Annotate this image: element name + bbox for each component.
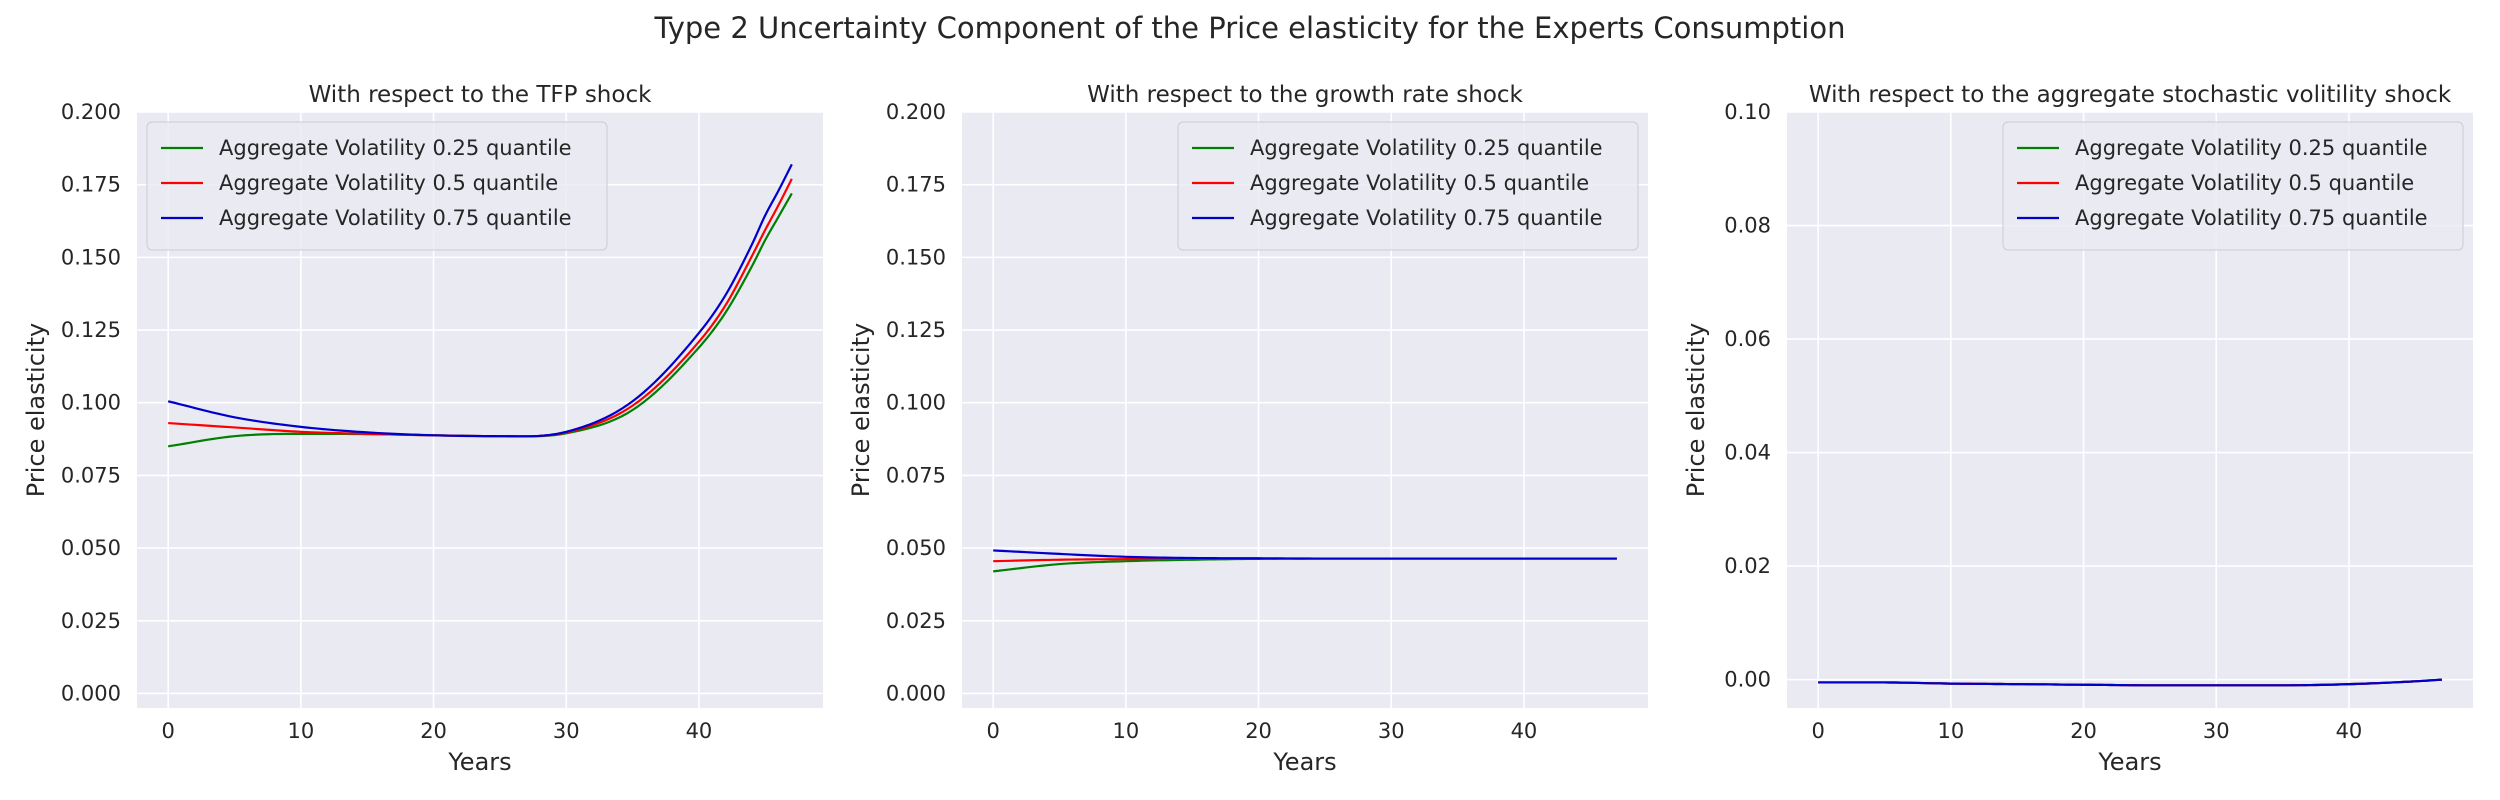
legend-entry: Aggregate Volatility 0.5 quantile [2075, 171, 2414, 195]
legend-entry: Aggregate Volatility 0.5 quantile [1250, 171, 1589, 195]
y-tick-label: 0.200 [886, 100, 946, 124]
legend-box [146, 121, 608, 251]
y-tick-label: 0.150 [886, 245, 946, 269]
series-line [1818, 678, 2442, 687]
y-tick-label: 0.050 [886, 536, 946, 560]
x-tick-label: 20 [1245, 719, 1272, 743]
y-tick-label: 0.200 [61, 100, 121, 124]
y-tick-label: 0.02 [1724, 554, 1771, 578]
x-tick-label: 20 [2070, 719, 2097, 743]
y-tick-label: 0.075 [886, 463, 946, 487]
y-tick-label: 0.025 [61, 609, 121, 633]
y-tick-label: 0.100 [886, 391, 946, 415]
series-line [168, 192, 793, 448]
y-tick-label: 0.10 [1724, 100, 1771, 124]
y-tick-label: 0.175 [886, 173, 946, 197]
y-axis-label: Price elasticity [1682, 323, 1710, 497]
y-tick-label: 0.025 [886, 609, 946, 633]
x-tick-label: 10 [1938, 719, 1965, 743]
y-tick-label: 0.000 [886, 681, 946, 705]
x-tick-label: 0 [161, 719, 174, 743]
series-line [168, 178, 793, 438]
series-line [167, 163, 793, 438]
y-tick-label: 0.000 [61, 681, 121, 705]
legend-entry: Aggregate Volatility 0.5 quantile [219, 171, 558, 195]
x-tick-label: 10 [1113, 719, 1140, 743]
x-tick-label: 40 [686, 719, 713, 743]
x-axis-label: Years [447, 748, 511, 776]
panel-volatility-shock: 0.00 0.02 0.04 0.06 0.08 0.10 0 10 20 30 40 Aggrega… [1682, 82, 2473, 776]
x-axis-label: Years [2097, 748, 2161, 776]
y-tick-label: 0.06 [1724, 327, 1771, 351]
panel-title: With respect to the growth rate shock [1087, 82, 1523, 108]
legend-box [2002, 121, 2464, 251]
y-tick-label: 0.075 [61, 463, 121, 487]
panel-title: With respect to the aggregate stochastic… [1809, 82, 2452, 108]
legend-entry: Aggregate Volatility 0.75 quantile [2075, 206, 2428, 230]
panel-tfp-shock: 0.000 0.025 0.050 0.075 0.100 0.125 0.150 0.175… [22, 82, 823, 776]
legend-entry: Aggregate Volatility 0.25 quantile [1250, 136, 1603, 160]
x-tick-label: 0 [986, 719, 999, 743]
y-tick-label: 0.125 [61, 318, 121, 342]
x-tick-label: 10 [288, 719, 315, 743]
series-line [993, 549, 1617, 560]
y-tick-label: 0.08 [1724, 214, 1771, 238]
y-tick-label: 0.00 [1724, 668, 1771, 692]
x-tick-label: 40 [2336, 719, 2363, 743]
legend: Aggregate Volatility 0.25 quantile Aggreg… [2002, 121, 2464, 251]
legend-entry: Aggregate Volatility 0.25 quantile [2075, 136, 2428, 160]
y-tick-label: 0.150 [61, 245, 121, 269]
y-tick-label: 0.100 [61, 391, 121, 415]
y-axis-label: Price elasticity [22, 323, 50, 497]
x-tick-label: 40 [1511, 719, 1538, 743]
x-tick-label: 30 [553, 719, 580, 743]
y-axis-label: Price elasticity [847, 323, 875, 497]
legend-entry: Aggregate Volatility 0.75 quantile [1250, 206, 1603, 230]
legend: Aggregate Volatility 0.25 quantile Aggreg… [1177, 121, 1639, 251]
figure-title: Type 2 Uncertainty Component of the Pric… [654, 11, 1846, 45]
legend-entry: Aggregate Volatility 0.25 quantile [219, 136, 572, 160]
x-tick-label: 20 [420, 719, 447, 743]
x-tick-label: 0 [1811, 719, 1824, 743]
x-tick-label: 30 [1378, 719, 1405, 743]
y-tick-label: 0.175 [61, 173, 121, 197]
panel-title: With respect to the TFP shock [309, 82, 653, 108]
y-tick-label: 0.050 [61, 536, 121, 560]
legend-entry: Aggregate Volatility 0.75 quantile [219, 206, 572, 230]
y-tick-label: 0.125 [886, 318, 946, 342]
legend: Aggregate Volatility 0.25 quantile Aggreg… [146, 121, 608, 251]
x-tick-label: 30 [2203, 719, 2230, 743]
panel-growth-rate-shock: 0.000 0.025 0.050 0.075 0.100 0.125 0.150 0.175… [847, 82, 1648, 776]
legend-box [1177, 121, 1639, 251]
x-axis-label: Years [1272, 748, 1336, 776]
y-tick-label: 0.04 [1724, 441, 1771, 465]
